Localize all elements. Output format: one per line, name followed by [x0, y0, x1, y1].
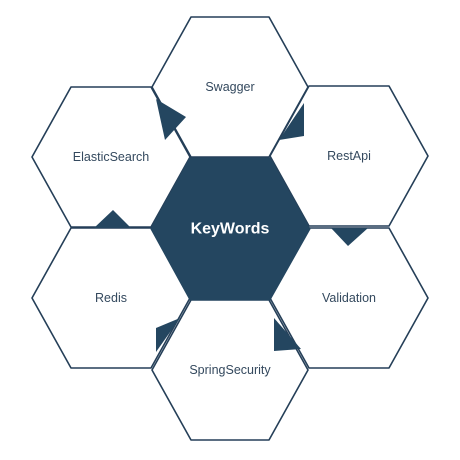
hex-center: KeyWords	[150, 157, 311, 301]
notch-swagger	[156, 99, 186, 140]
hex-validation-label: Validation	[322, 291, 376, 305]
hex-redis-label: Redis	[95, 291, 127, 305]
notch-elasticsearch	[94, 210, 131, 228]
hex-springsecurity-label: SpringSecurity	[189, 363, 271, 377]
hex-elasticsearch-shape	[31, 86, 191, 228]
center-label: KeyWords	[191, 221, 270, 238]
hex-validation: Validation	[269, 227, 429, 369]
notch-springsecurity	[274, 318, 301, 351]
hex-center-shape	[150, 157, 311, 301]
hex-restapi: RestApi	[269, 85, 429, 227]
hex-elasticsearch-label: ElasticSearch	[73, 150, 149, 164]
hex-swagger-label: Swagger	[205, 80, 254, 94]
hex-restapi-shape	[269, 85, 429, 227]
hex-restapi-label: RestApi	[327, 149, 371, 163]
notch-redis	[156, 318, 180, 352]
hex-elasticsearch: ElasticSearch	[31, 86, 191, 228]
notch-validation	[331, 228, 368, 246]
notch-restapi	[279, 103, 304, 140]
